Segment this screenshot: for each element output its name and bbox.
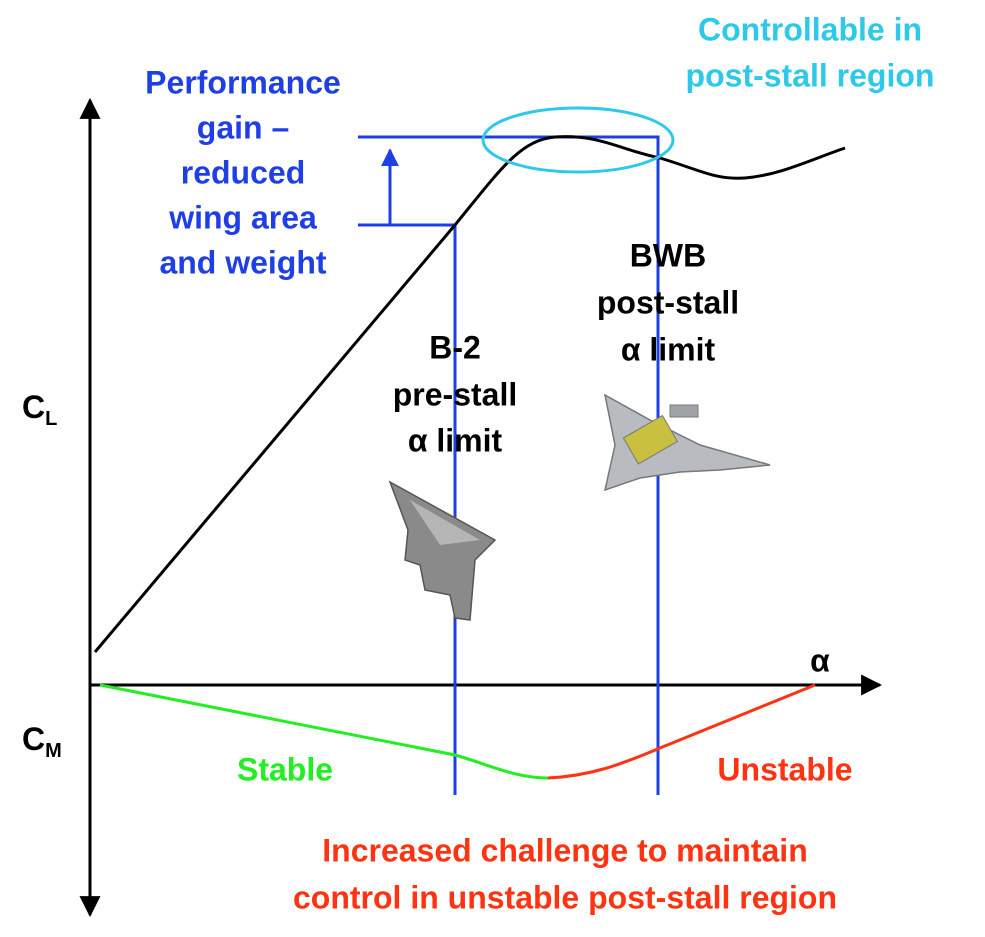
b2-aircraft <box>390 482 495 620</box>
cl-sub: L <box>45 408 57 430</box>
label-bwb: α limit <box>621 331 716 367</box>
cm-main: C <box>22 721 45 757</box>
label-b2: pre-stall <box>393 376 517 412</box>
stable-label: Stable <box>237 751 333 787</box>
label-b2: α limit <box>408 422 503 458</box>
cm-label: CM <box>22 721 62 762</box>
unstable-label: Unstable <box>717 751 852 787</box>
diagram: Controllable in post-stall region Perfor… <box>0 0 985 937</box>
label-bwb: post-stall <box>597 284 739 320</box>
label-performance: Performance <box>145 64 341 100</box>
label-performance: reduced <box>181 154 305 190</box>
label-performance: and weight <box>159 244 326 280</box>
cl-main: C <box>22 389 45 425</box>
bwb-aircraft <box>605 395 770 490</box>
label-controllable: post-stall region <box>686 57 935 93</box>
caption: Increased challenge to maintain <box>322 832 807 868</box>
label-b2: B-2 <box>429 329 481 365</box>
label-bwb: BWB <box>630 237 706 273</box>
label-performance: gain – <box>197 109 289 145</box>
cm-sub: M <box>45 740 62 762</box>
caption: control in unstable post-stall region <box>293 879 837 915</box>
post-stall-ellipse <box>483 108 673 172</box>
cl-label: CL <box>22 389 57 430</box>
alpha-label: α <box>810 642 830 678</box>
label-controllable: Controllable in <box>698 11 922 47</box>
label-performance: wing area <box>168 199 317 235</box>
